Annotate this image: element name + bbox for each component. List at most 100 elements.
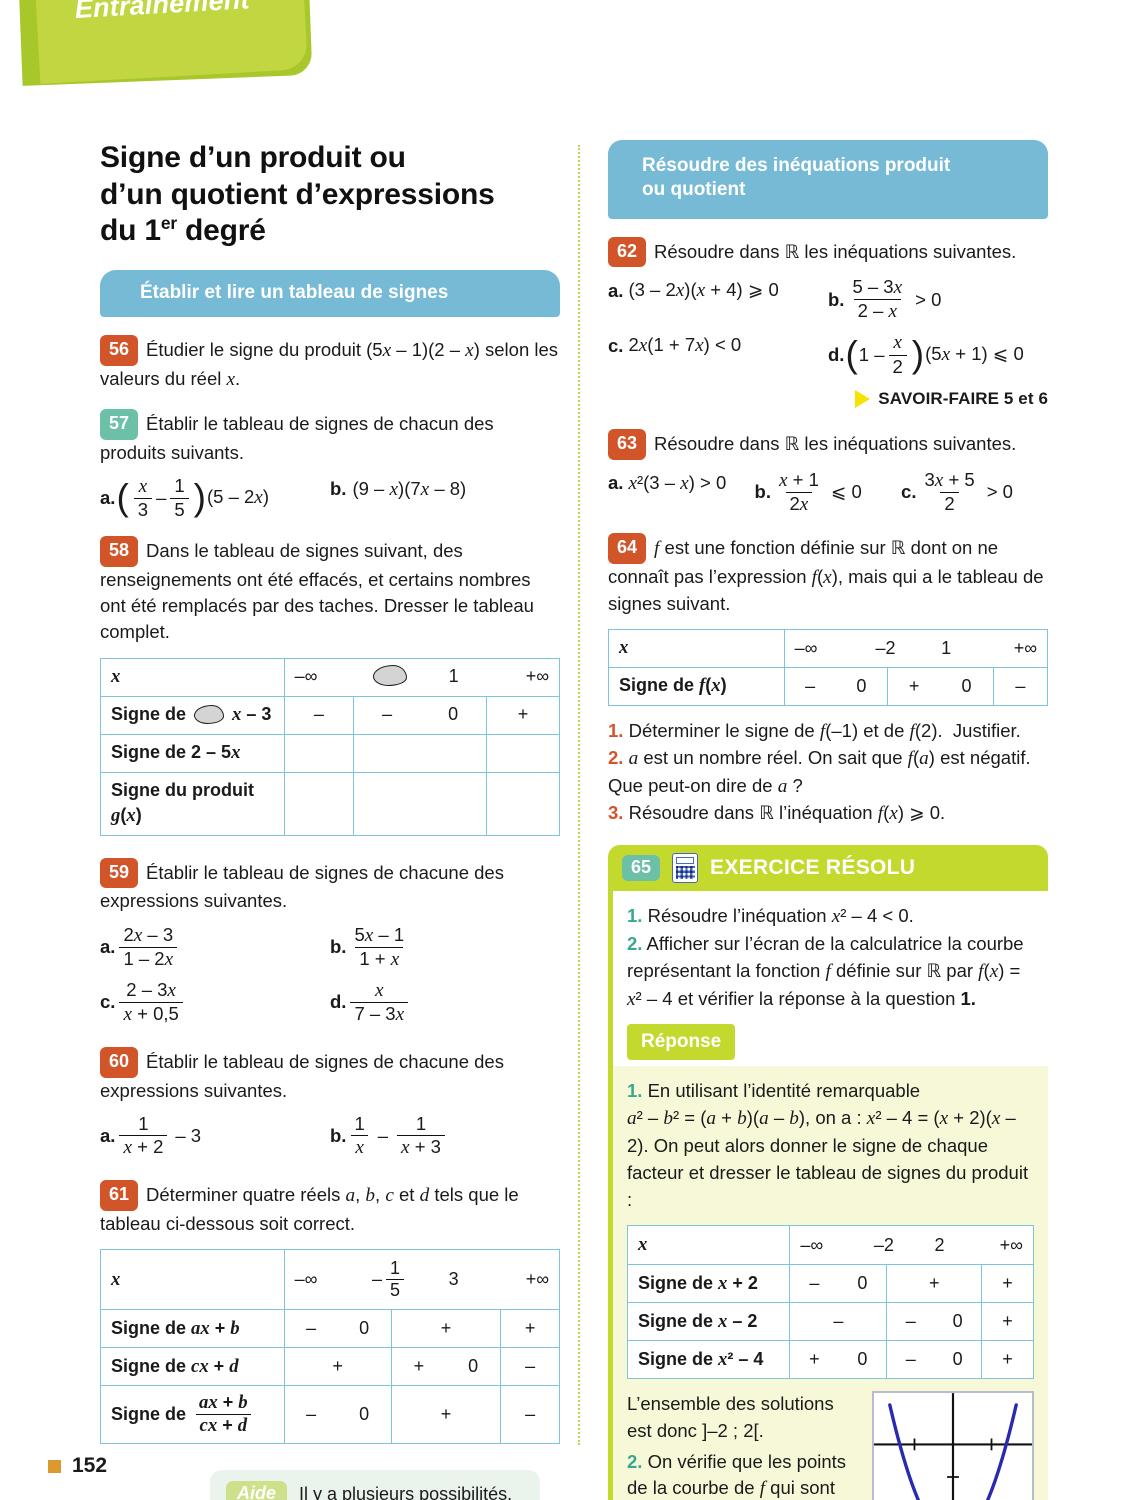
section-band-inequations: Résoudre des inéquations produit ou quot… [608,140,1048,219]
table-cell-label: Signe de x + 2 [626,1263,791,1303]
exercise-number-62[interactable]: 62 [608,236,647,268]
play-triangle-icon [855,390,871,409]
exercise-number-56[interactable]: 56 [100,335,139,366]
question-number: 2. [627,1450,643,1472]
table-cell-sign: +0 [789,1339,888,1380]
table-row: Signe de f(x) –0 +0 – [608,667,1049,707]
calculator-graph-screenshot [872,1391,1034,1500]
table-cell-variable: x [626,1225,791,1265]
exercise-number-64[interactable]: 64 [608,532,647,564]
exercise-number-63[interactable]: 63 [608,429,647,460]
exercise-64: 64 f est une fonction définie sur ℝ dont … [608,532,1049,827]
exercise-64-text: f est une fonction définie sur ℝ dont on… [608,536,1044,614]
table-row: x –∞ –2 1 +∞ [608,629,1049,669]
footer-square-icon [48,1459,61,1473]
exercise-number-59[interactable]: 59 [100,857,139,889]
answer-conclusion: L’ensemble des solutions est donc ]–2 ; … [627,1393,834,1441]
exercise-number-65[interactable]: 65 [622,855,661,882]
exercise-60-text: Établir le tableau de signes de chacune … [100,1051,504,1101]
table-row: Signe de 2 – 5x [100,733,560,773]
savoir-faire-link[interactable]: SAVOIR-FAIRE 5 et 6 [608,387,1048,411]
exercise-65-title: EXERCICE RÉSOLU [710,856,916,880]
exercise-63-item-b: b. x + 1 2x ⩽ 0 [754,468,862,515]
exercise-number-57[interactable]: 57 [100,408,139,440]
table-cell-sign: – [992,667,1049,707]
table-cell-sign: +0 [390,1347,502,1387]
table-row: Signe de cx + d + +0 – [100,1347,560,1387]
answer-part-2-text: L’ensemble des solutions est donc ]–2 ; … [627,1391,858,1500]
table-row: x –∞ 1 +∞ [100,657,561,697]
page-title-line-3a: du 1 [100,214,161,248]
exercise-63: 63 Résoudre dans ℝ les inéquations suivan… [608,429,1048,515]
exercise-64-q3: 3. Résoudre dans ℝ l’inéquation f(x) ⩾ 0… [608,802,946,825]
table-cell-sign: + [283,1347,392,1387]
column-divider [578,145,580,1445]
table-cell-sign: –0 [789,1263,888,1303]
table-cell-sign [283,733,355,773]
page-title: Signe d’un produit ou d’un quotient d’ex… [100,140,560,250]
table-cell-label: Signe de x² – 4 [626,1339,791,1380]
table-cell-sign: + [390,1309,502,1349]
table-cell-sign: –0 [783,667,888,707]
table-cell-label: Signe du produit g(x) [100,771,285,836]
table-cell-sign [486,771,560,836]
table-row: Signe de x – 2 – –0 + [626,1301,1034,1341]
table-cell-sign: –0 [353,695,488,735]
exercise-number-61[interactable]: 61 [100,1180,139,1212]
page-footer: 152 [48,1454,107,1478]
section-band-line-2: ou quotient [642,179,746,201]
exercise-62-item-a: a. (3 – 2x)(x + 4) ⩾ 0 [608,279,779,302]
exercise-62-item-b: b. 5 – 3x 2 – x > 0 [828,276,942,323]
exercise-61-text: Déterminer quatre réels a, b, c et d tel… [100,1184,519,1235]
answer-part-1: 1. En utilisant l’identité remarquable a… [627,1080,1029,1210]
table-cell-variable: x [100,657,285,697]
exercise-63-item-a: a. x²(3 – x) > 0 [608,471,727,494]
page-title-line-3b: degré [176,214,266,248]
table-cell-sign: – [500,1347,560,1387]
right-column: Résoudre des inéquations produit ou quot… [608,140,1049,1500]
exercise-58-sign-table: x –∞ 1 +∞ Signe de x – 3 – –0 + Signe de 2… [100,657,561,836]
question-number: 3. [608,802,624,824]
section-band-line-1: Résoudre des inéquations produit [642,155,951,176]
exercise-number-60[interactable]: 60 [100,1047,139,1078]
table-cell-sign: –0 [886,1301,983,1341]
exercise-number-58[interactable]: 58 [100,536,139,567]
answer-part-2: 2. On vérifie que les points de la courb… [627,1450,847,1500]
table-cell-sign [283,771,355,836]
table-cell-variable: x [608,629,785,669]
chapter-tab: Entraînement [0,0,340,106]
exercise-65-answer: 1. En utilisant l’identité remarquable a… [608,1066,1048,1500]
exercise-61-sign-table: x –∞ –1 5 3 +∞ Signe de ax + b –0 + + [100,1249,561,1445]
table-cell-sign: – [789,1301,888,1341]
page-number: 152 [72,1454,108,1477]
table-row: Signe du produit g(x) [100,771,560,836]
exercise-64-q2: 2. a est un nombre réel. On sait que f(a… [608,747,1031,797]
section-band-signs: Établir et lire un tableau de signes [100,269,560,318]
left-column: Signe d’un produit ou d’un quotient d’ex… [100,140,561,1500]
exercise-64-q1: 1. Déterminer le signe de f(–1) et de f(… [608,720,1021,743]
exercise-57-item-b: b. (9 – x)(7x – 8) [330,476,560,503]
table-cell-sign: + [981,1301,1034,1341]
question-number: 1. [627,905,643,927]
table-cell-sign [353,771,488,836]
table-cell-sign [353,733,488,773]
exercise-60: 60 Établir le tableau de signes de chacun… [100,1047,560,1158]
page-title-sup: er [160,213,177,234]
table-cell-sign: + [886,1263,983,1303]
question-number: 2. [627,933,643,955]
exercise-62-item-c: c. 2x(1 + 7x) < 0 [608,334,742,357]
table-row: Signe de x² – 4 +0 –0 + [626,1339,1034,1380]
table-cell-sign: – [500,1385,560,1445]
answer-body: 1. En utilisant l’identité remarquable a… [613,1066,1048,1500]
table-cell-sign: –0 [283,1309,392,1349]
item-label-a: a. [100,486,116,508]
table-cell-sign: +0 [886,667,994,707]
table-cell-label: Signe de cx + d [100,1347,285,1387]
page-title-line-2: d’un quotient d’expressions [100,177,495,211]
